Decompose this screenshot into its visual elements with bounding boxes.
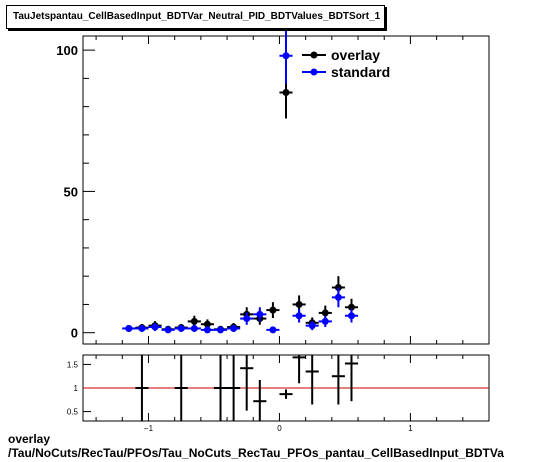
x-tick-label: −1: [144, 424, 154, 433]
overlay-point: [295, 300, 303, 308]
main-data-marks: [122, 27, 359, 334]
overlay-point: [347, 303, 355, 311]
y-tick-label: 50: [64, 184, 78, 199]
title-box: TauJetspantau_CellBasedInput_BDTVar_Neut…: [6, 5, 385, 29]
ratio-y-tick-label: 0.5: [67, 408, 79, 417]
legend-overlay-label: overlay: [331, 47, 380, 63]
standard-point: [243, 315, 251, 323]
x-tick-label: 0: [277, 424, 282, 433]
standard-point: [125, 324, 133, 332]
main-axes: 0 50 100: [56, 36, 464, 344]
overlay-point: [203, 320, 211, 328]
standard-point: [256, 310, 264, 318]
legend-standard-marker: [310, 68, 318, 76]
ratio-y-tick-label: 1: [74, 384, 79, 393]
standard-point: [230, 324, 238, 332]
y-tick-label: 0: [71, 326, 78, 341]
standard-point: [138, 324, 146, 332]
standard-point: [295, 312, 303, 320]
standard-point: [164, 326, 172, 334]
x-tick-label: 1: [408, 424, 413, 433]
standard-point: [347, 312, 355, 320]
standard-point: [269, 326, 277, 334]
ratio-y-tick-label: 1.5: [67, 360, 79, 369]
standard-point: [190, 324, 198, 332]
standard-point: [151, 323, 159, 331]
standard-point: [321, 317, 329, 325]
overlay-point: [282, 89, 290, 97]
standard-point: [308, 322, 316, 330]
overlay-point: [321, 309, 329, 317]
overlay-point: [269, 306, 277, 314]
y-tick-label: 100: [56, 43, 78, 58]
legend-standard-label: standard: [331, 64, 390, 80]
chart-title: TauJetspantau_CellBasedInput_BDTVar_Neut…: [13, 11, 381, 22]
standard-point: [203, 326, 211, 334]
standard-point: [217, 326, 225, 334]
ratio-axes: 0.5 1 1.5 −1 0 1: [67, 355, 464, 433]
ratio-data-marks: [83, 355, 489, 421]
overlay-point: [190, 317, 198, 325]
footer-line-1: overlay: [8, 432, 51, 446]
standard-point: [282, 52, 290, 60]
legend-overlay-marker: [310, 51, 318, 59]
standard-point: [334, 293, 342, 301]
footer-label: overlay /Tau/NoCuts/RecTau/PFOs/Tau_NoCu…: [8, 432, 504, 460]
footer-line-2: /Tau/NoCuts/RecTau/PFOs/Tau_NoCuts_RecTa…: [8, 446, 504, 460]
standard-point: [177, 324, 185, 332]
